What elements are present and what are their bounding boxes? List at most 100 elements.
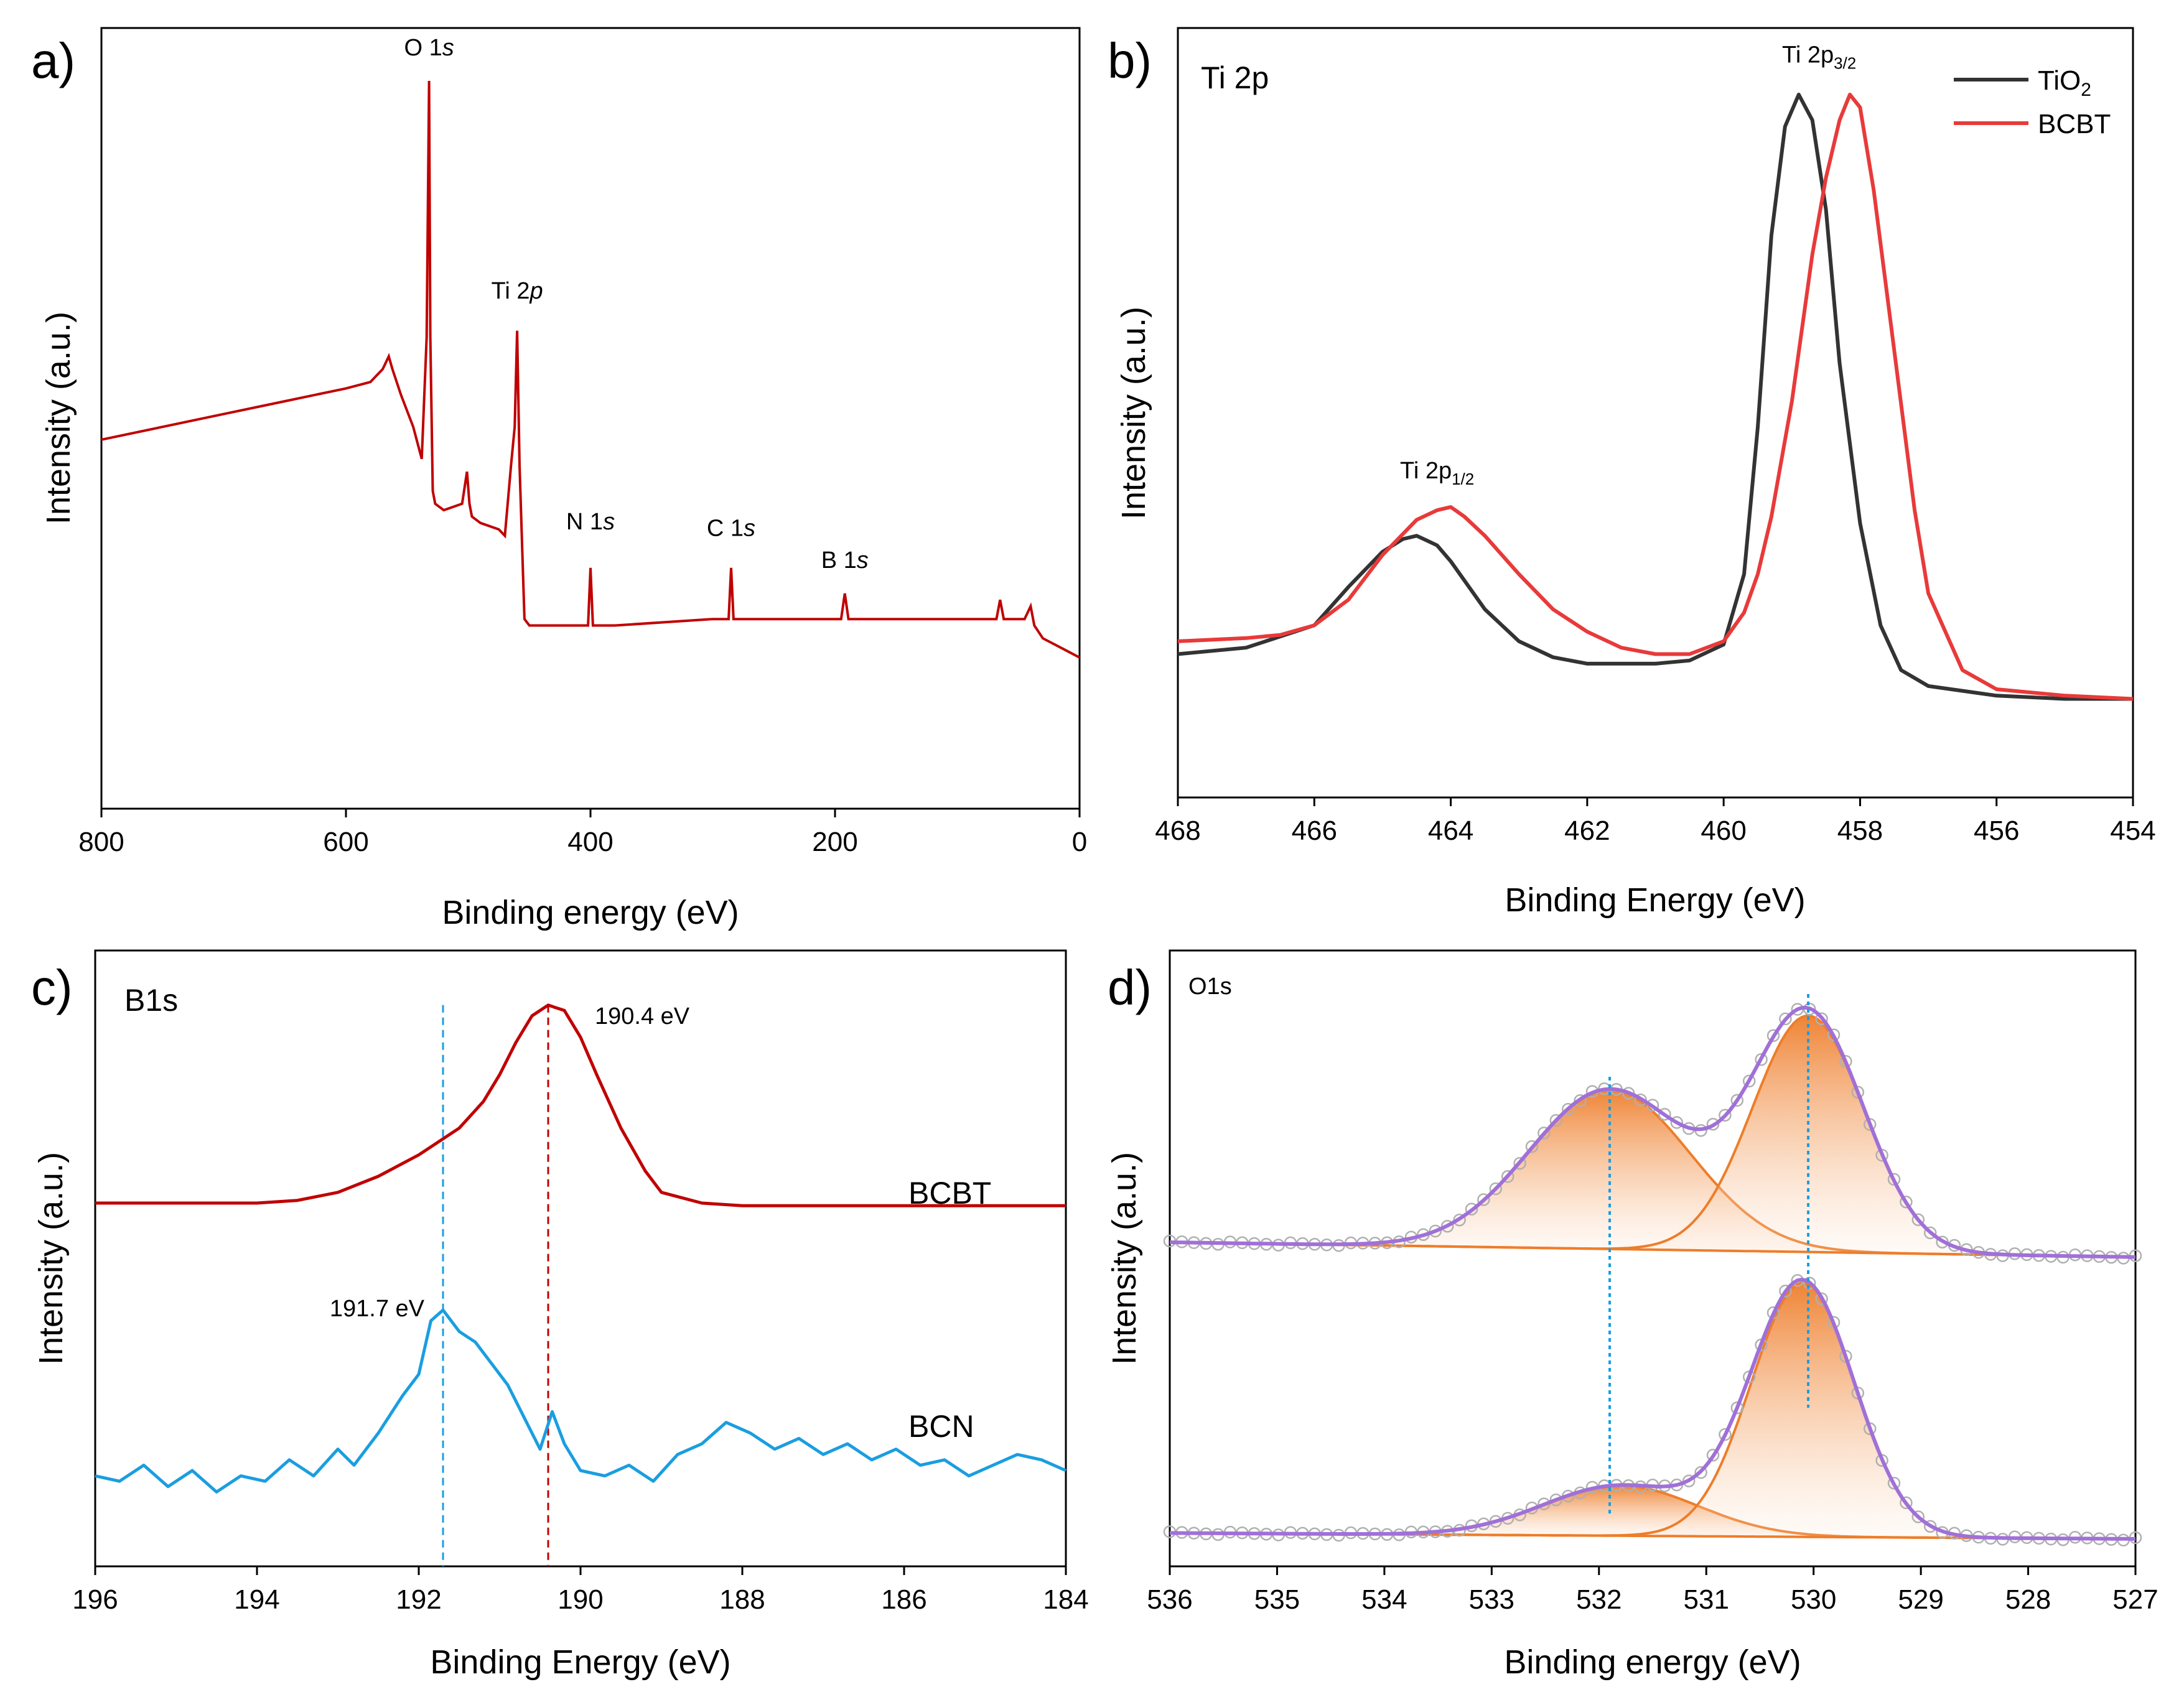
panel-d-series: [1163, 1002, 2142, 1547]
panel-d-x-ticks: 536 535 534 533 532 531 530 529 528 527: [1147, 1566, 2158, 1615]
panel-b-legend: TiO2 BCBT: [1954, 65, 2111, 139]
data-point: [1706, 1117, 1720, 1131]
survey-line: [101, 80, 1080, 659]
panel-c: c) B1s 196 194 192 190 188 186 184 190.4 eV 191…: [31, 949, 1089, 1681]
x-tick-label: 600: [323, 827, 368, 857]
panel-a-frame: [100, 27, 1081, 810]
x-tick-label: 196: [72, 1584, 118, 1615]
data-point: [1900, 1196, 1913, 1209]
x-tick-label: 532: [1576, 1584, 1622, 1615]
x-tick-label: 184: [1043, 1584, 1088, 1615]
series-label-bcbt: BCBT: [908, 1176, 991, 1211]
data-point: [1779, 1012, 1792, 1026]
x-tick-label: 529: [1898, 1584, 1943, 1615]
panel-a-letter: a): [31, 33, 75, 88]
data-point: [1815, 1292, 1828, 1306]
data-point: [1501, 1170, 1514, 1183]
component-fill: [1170, 1485, 2135, 1539]
panel-b-annotations: Ti 2p3/2 Ti 2p1/2: [1400, 42, 1856, 488]
panel-a-x-axis-title: Binding energy (eV): [442, 894, 739, 931]
envelope-line: [1169, 1005, 2135, 1259]
panel-c-y-axis-title: Intensity (a.u.): [32, 1152, 70, 1365]
x-tick-label: 400: [567, 827, 613, 857]
data-point: [1538, 1127, 1551, 1140]
series-line-bcbt: [95, 1003, 1066, 1207]
x-tick-label: 188: [719, 1584, 765, 1615]
panel-d-title: O1s: [1188, 974, 1232, 1000]
panel-d-letter: d): [1108, 960, 1152, 1015]
data-point: [1839, 1054, 1852, 1068]
data-point: [1477, 1193, 1490, 1206]
x-tick-label: 200: [812, 827, 857, 857]
x-tick-label: 456: [1974, 816, 2019, 846]
peak-label: Ti 2p1/2: [1400, 458, 1474, 488]
panel-b-series: [1177, 93, 2134, 701]
panel-c-series: [95, 1003, 1067, 1494]
data-point: [1549, 1493, 1563, 1507]
data-point: [1742, 1074, 1756, 1088]
x-tick-label: 466: [1292, 816, 1337, 846]
x-tick-label: 527: [2112, 1584, 2158, 1615]
panel-a-y-axis-title: Intensity (a.u.): [40, 312, 77, 524]
data-point: [1719, 1109, 1732, 1122]
x-tick-label: 800: [78, 827, 124, 857]
panel-a: a) 800 600 400 200 0 O 1s Ti 2p N 1s C 1s B 1s B…: [31, 27, 1087, 931]
x-tick-label: 534: [1361, 1584, 1407, 1615]
panel-a-x-ticks: 800 600 400 200 0: [78, 809, 1087, 857]
panel-c-x-ticks: 196 194 192 190 188 186 184: [72, 1566, 1089, 1615]
panel-d-frame: [1169, 949, 2137, 1568]
panel-b-title: Ti 2p: [1201, 60, 1269, 95]
envelope-line: [1170, 1278, 2135, 1541]
component-fill: [1170, 1015, 2135, 1257]
panel-c-frame: [94, 949, 1067, 1568]
peak-label: C 1s: [707, 515, 755, 541]
data-point: [1923, 1520, 1937, 1533]
component-fill: [1170, 1089, 2135, 1257]
panel-d-guides: [1608, 994, 1810, 1514]
panel-a-series: [101, 80, 1080, 659]
x-tick-label: 462: [1564, 816, 1610, 846]
data-point: [1911, 1213, 1925, 1227]
data-point: [1549, 1113, 1563, 1127]
data-point: [1574, 1094, 1587, 1107]
x-tick-label: 530: [1791, 1584, 1836, 1615]
panel-a-annotations: O 1s Ti 2p N 1s C 1s B 1s: [404, 35, 868, 574]
peak-label: Ti 2p: [492, 278, 543, 304]
peak-label: 191.7 eV: [330, 1296, 425, 1322]
panel-b-frame: [1177, 27, 2134, 799]
data-point: [1561, 1103, 1575, 1116]
data-point: [1694, 1466, 1707, 1479]
x-tick-label: 468: [1155, 816, 1200, 846]
data-point: [1706, 1448, 1720, 1462]
series-label-bcn: BCN: [908, 1409, 974, 1444]
panel-b: b) Ti 2p 468 466 464 462 460 458 456 454 Ti 2p3…: [1108, 27, 2156, 919]
x-tick-label: 533: [1469, 1584, 1514, 1615]
peak-label: O 1s: [404, 35, 454, 61]
data-point: [1658, 1107, 1671, 1121]
data-point: [1851, 1085, 1865, 1099]
data-point: [1719, 1428, 1732, 1441]
peak-label: Ti 2p3/2: [1782, 42, 1856, 73]
data-point: [1670, 1116, 1684, 1129]
data-point: [1525, 1140, 1539, 1153]
x-tick-label: 458: [1837, 816, 1883, 846]
data-point: [1900, 1496, 1913, 1510]
data-point: [1730, 1094, 1744, 1107]
x-tick-label: 464: [1428, 816, 1473, 846]
peak-label: 190.4 eV: [595, 1003, 690, 1030]
series-line-tio2: [1177, 93, 2133, 701]
data-point: [1803, 1276, 1816, 1290]
data-point: [1730, 1401, 1744, 1415]
panel-b-letter: b): [1108, 33, 1152, 88]
panel-d-x-axis-title: Binding energy (eV): [1504, 1643, 1801, 1681]
panel-b-y-axis-title: Intensity (a.u.): [1115, 307, 1152, 519]
panel-d: d) O1s 536 535 534 533 532 531 530 529 528 527 Bi…: [1106, 949, 2158, 1681]
panel-c-letter: c): [31, 960, 73, 1015]
data-point: [1887, 1173, 1901, 1186]
panel-b-x-axis-title: Binding Energy (eV): [1505, 881, 1805, 919]
x-tick-label: 454: [2110, 816, 2155, 846]
x-tick-label: 186: [881, 1584, 926, 1615]
x-tick-label: 190: [558, 1584, 603, 1615]
data-point: [1815, 1012, 1828, 1026]
